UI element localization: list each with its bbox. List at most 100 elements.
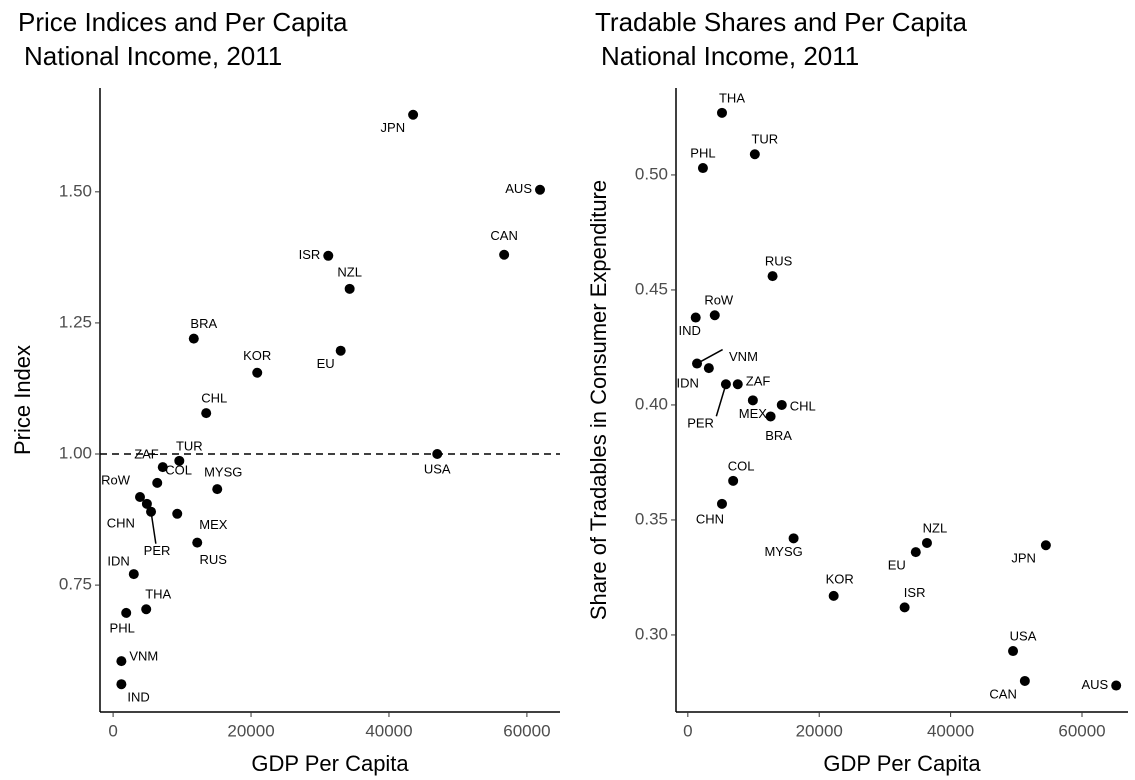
y-tick-label: 0.45 <box>635 279 668 298</box>
point-label: PHL <box>110 620 135 635</box>
point <box>128 569 139 580</box>
chart-title: National Income, 2011 <box>24 41 282 71</box>
point <box>749 149 760 160</box>
point <box>141 604 152 615</box>
point <box>116 679 127 690</box>
y-axis-title: Share of Tradables in Consumer Expenditu… <box>586 180 611 620</box>
y-tick-label: 0.35 <box>635 509 668 528</box>
point-label: CAN <box>490 228 517 243</box>
point-label: IDN <box>676 376 698 391</box>
point <box>910 547 921 558</box>
x-axis-title: GDP Per Capita <box>251 751 409 776</box>
point <box>146 506 157 517</box>
point-label: RUS <box>200 552 228 567</box>
point <box>1019 675 1030 686</box>
point-label: AUS <box>1081 677 1108 692</box>
point <box>152 477 163 488</box>
point <box>121 607 132 618</box>
point <box>709 310 720 321</box>
point <box>1008 646 1019 657</box>
point <box>192 537 203 548</box>
point-label: JPN <box>1011 551 1036 566</box>
point-label: NZL <box>923 520 948 535</box>
point <box>499 249 510 260</box>
x-axis-title: GDP Per Capita <box>823 751 981 776</box>
x-tick-label: 40000 <box>365 721 412 740</box>
point <box>252 367 263 378</box>
point <box>767 271 778 282</box>
point <box>212 484 223 495</box>
point <box>1040 540 1051 551</box>
point <box>703 363 714 374</box>
point-label: IDN <box>107 554 129 569</box>
y-tick-label: 0.50 <box>635 164 668 183</box>
chart-title: National Income, 2011 <box>601 41 859 71</box>
point-label: CHN <box>107 515 135 530</box>
x-tick-label: 40000 <box>927 721 974 740</box>
x-tick-label: 0 <box>683 721 692 740</box>
y-tick-label: 1.25 <box>59 312 92 331</box>
y-axis-title: Price Index <box>10 345 35 455</box>
point-label: ISR <box>904 585 926 600</box>
point-label: MEX <box>199 517 228 532</box>
point <box>921 537 932 548</box>
point <box>432 449 443 460</box>
point-label: USA <box>1010 628 1037 643</box>
point-label: BRA <box>190 316 217 331</box>
point-label: PER <box>687 416 714 431</box>
point <box>716 107 727 118</box>
point-label: TUR <box>751 132 778 147</box>
point <box>188 333 199 344</box>
point-label: ISR <box>299 247 321 262</box>
point <box>690 312 701 323</box>
x-tick-label: 60000 <box>503 721 550 740</box>
point-label: CHN <box>696 511 724 526</box>
y-tick-label: 1.50 <box>59 181 92 200</box>
point-label: USA <box>424 461 451 476</box>
point-label: JPN <box>381 120 406 135</box>
y-tick-label: 0.40 <box>635 394 668 413</box>
chart-title: Tradable Shares and Per Capita <box>595 7 967 37</box>
point <box>899 602 910 613</box>
x-tick-label: 20000 <box>796 721 843 740</box>
chart-title: Price Indices and Per Capita <box>18 7 348 37</box>
point <box>1111 680 1122 691</box>
point <box>747 395 758 406</box>
point-label: CAN <box>989 686 1016 701</box>
point <box>135 492 145 503</box>
point <box>157 462 168 473</box>
point-label: PER <box>144 543 171 558</box>
point-label: CHL <box>201 391 227 406</box>
point-label: THA <box>145 587 171 602</box>
point-label: RoW <box>704 293 734 308</box>
point <box>201 408 212 419</box>
point-label: IND <box>679 323 701 338</box>
y-tick-label: 0.30 <box>635 624 668 643</box>
point-label: COL <box>165 462 192 477</box>
point <box>335 345 346 356</box>
point <box>697 163 708 174</box>
point-label: TUR <box>176 438 203 453</box>
point-label: CHL <box>790 398 816 413</box>
point <box>732 379 743 390</box>
point-label: AUS <box>505 181 532 196</box>
point-label: THA <box>719 90 745 105</box>
x-tick-label: 60000 <box>1058 721 1105 740</box>
point <box>776 399 787 410</box>
point <box>174 455 185 466</box>
point-label: BRA <box>765 428 792 443</box>
point <box>720 379 731 390</box>
point <box>323 250 334 261</box>
point-label: VNM <box>129 649 158 664</box>
label-leader <box>715 384 727 417</box>
point <box>116 656 127 667</box>
point <box>344 283 355 294</box>
point-label: RUS <box>765 254 793 269</box>
point-label: ZAF <box>134 447 159 462</box>
point <box>172 508 183 519</box>
point-label: NZL <box>337 264 362 279</box>
point-label: COL <box>728 458 755 473</box>
point-label: EU <box>317 356 335 371</box>
y-tick-label: 1.00 <box>59 443 92 462</box>
